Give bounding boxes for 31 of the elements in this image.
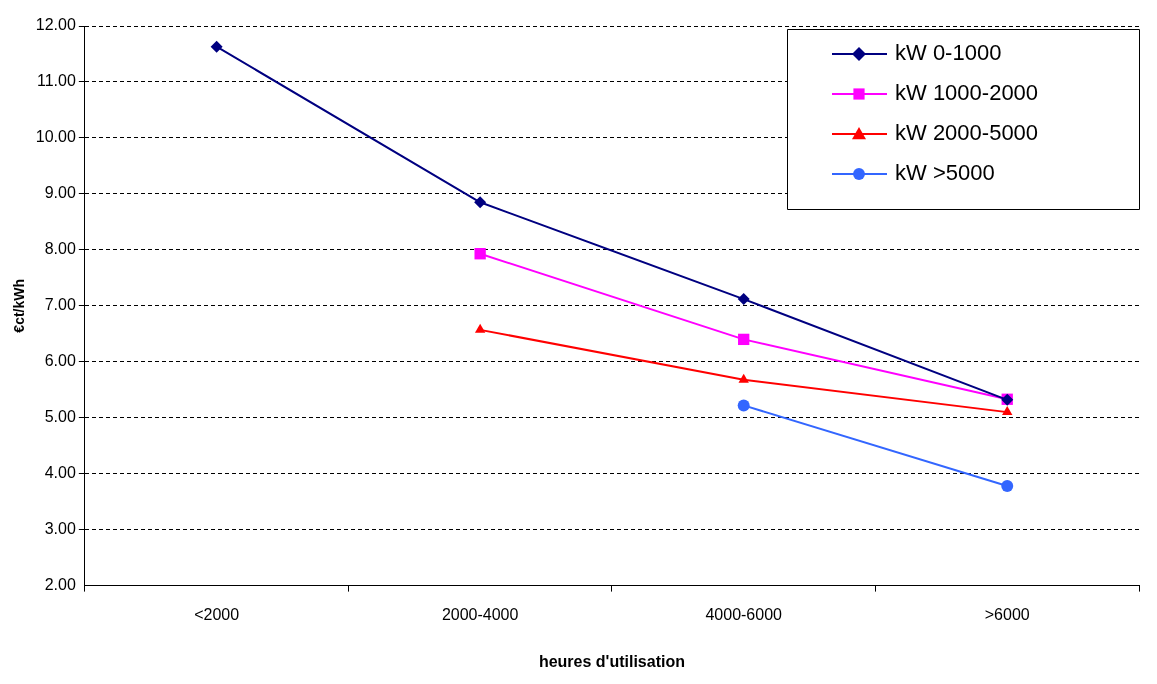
point xyxy=(737,399,750,412)
y-tick-label: 11.00 xyxy=(36,72,76,90)
y-tick-label: 3.00 xyxy=(44,520,76,538)
x-tick-label: 2000-4000 xyxy=(441,605,519,623)
y-tick-label: 4.00 xyxy=(44,464,76,482)
point xyxy=(474,323,486,333)
x-tick-label: >6000 xyxy=(984,605,1030,623)
point xyxy=(474,196,487,209)
y-axis-title: €ct/kWh xyxy=(11,278,28,333)
legend-label: kW >5000 xyxy=(895,160,995,186)
y-tick-label: 6.00 xyxy=(44,352,76,370)
point xyxy=(210,40,223,53)
point xyxy=(737,293,750,306)
legend-label: kW 0-1000 xyxy=(895,40,1002,66)
point xyxy=(1002,406,1013,416)
point xyxy=(1001,479,1014,492)
point xyxy=(738,333,750,346)
x-tick-label: 4000-6000 xyxy=(705,605,783,623)
point xyxy=(738,373,749,383)
legend-label: kW 2000-5000 xyxy=(895,120,1039,146)
y-tick-label: 12.00 xyxy=(35,16,76,34)
x-axis-title: heures d'utilisation xyxy=(538,652,685,670)
y-tick-label: 5.00 xyxy=(44,408,76,426)
point xyxy=(474,248,486,260)
y-tick-label: 7.00 xyxy=(44,296,76,314)
y-tick-label: 2.00 xyxy=(44,576,76,594)
legend-label: kW 1000-2000 xyxy=(895,80,1039,106)
y-tick-label: 10.00 xyxy=(35,128,76,146)
x-tick-label: <2000 xyxy=(194,605,240,623)
y-tick-label: 9.00 xyxy=(44,184,76,202)
y-tick-label: 8.00 xyxy=(44,240,76,258)
